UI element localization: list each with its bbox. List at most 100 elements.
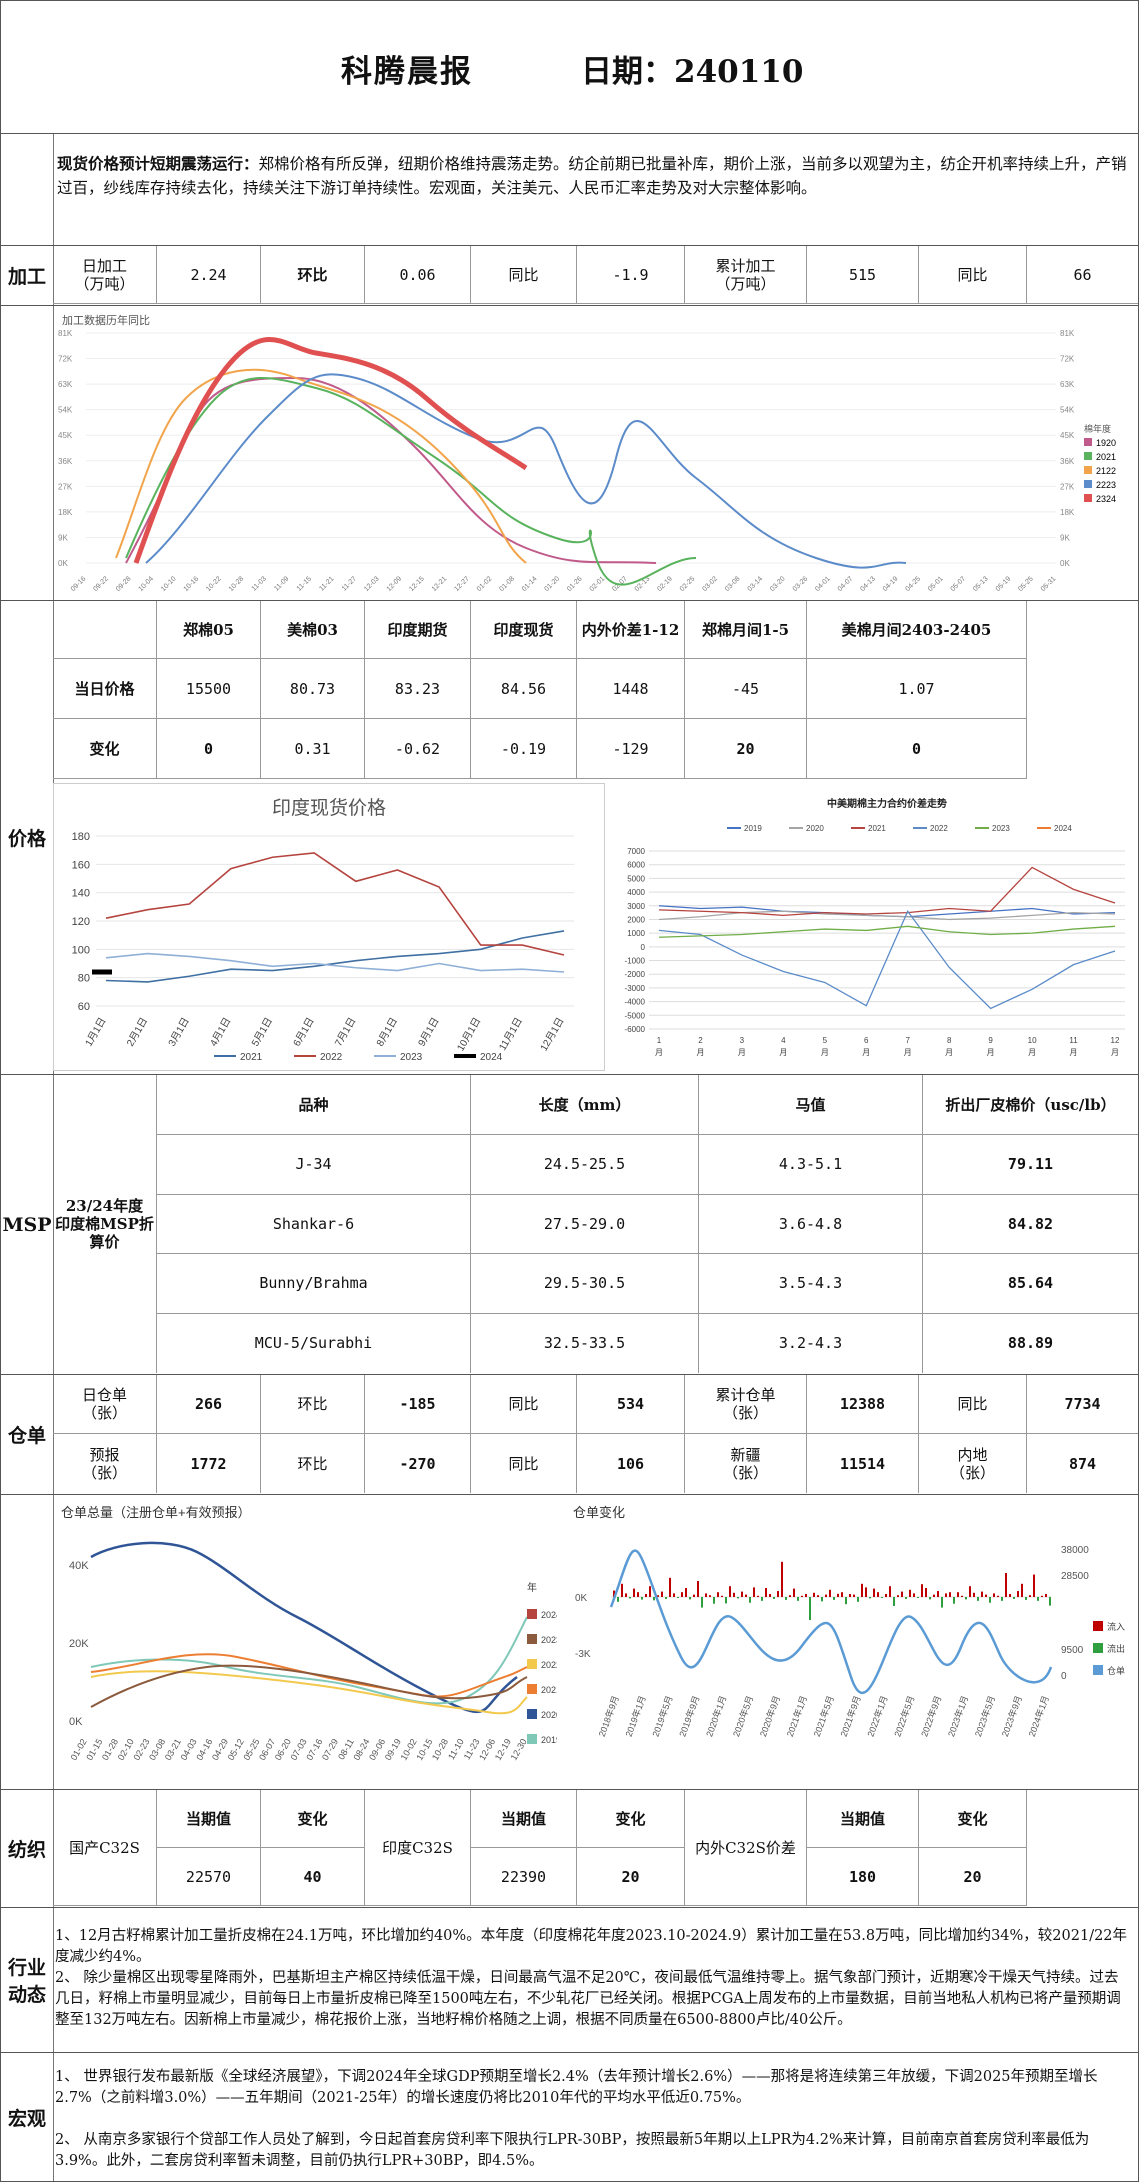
proc-xtick-10: 11-15 <box>296 575 313 592</box>
proc-xtick-34: 04-07 <box>837 575 855 593</box>
processing-chart-section: 加工数据历年同比 81K 81K 72K 72K 63K 63K 54K 54K 45K 45K 3… <box>0 305 1139 600</box>
wh-right-xtick-5: 2020年5月 <box>730 1694 755 1738</box>
wh-left-legend-title: 年 <box>527 1581 537 1594</box>
wh-r2-c1: 1772 <box>157 1434 261 1493</box>
proc-ytick-r-1: 72K <box>1060 355 1075 364</box>
svg-text:2122: 2122 <box>1096 466 1116 476</box>
wh-r1-c6: 累计仓单 （张） <box>685 1375 807 1434</box>
proc-ytick-l-2: 63K <box>58 380 73 389</box>
c2-ytick-13: -6000 <box>625 1025 646 1034</box>
price-r2-3: -0.19 <box>471 719 577 779</box>
c2-xtick-6: 7 <box>906 1036 911 1045</box>
wh-r2-c4: 同比 <box>471 1434 577 1493</box>
hb-value: 0.06 <box>365 246 471 304</box>
price-h5: 郑棉月间1-5 <box>685 601 807 659</box>
proc-xtick-21: 01-20 <box>544 575 562 593</box>
yarn-g3-h1: 当期值 <box>807 1790 919 1848</box>
proc-xtick-1: 09-22 <box>92 575 110 593</box>
tb2-label: 同比 <box>919 246 1027 304</box>
msp-r1-c2: 3.6-4.8 <box>699 1194 923 1254</box>
proc-xtick-35: 04-13 <box>859 575 877 593</box>
proc-line-2021 <box>125 377 697 586</box>
c2-xtick-unit-6: 月 <box>904 1048 912 1057</box>
msp-h3: 折出厂皮棉价（usc/lb） <box>923 1075 1138 1135</box>
c2-xtick-unit-7: 月 <box>945 1048 953 1057</box>
proc-ytick-r-5: 36K <box>1060 457 1075 466</box>
c2-xtick-9: 10 <box>1028 1036 1037 1045</box>
c2-xtick-4: 5 <box>823 1036 828 1045</box>
c2-xtick-0: 1 <box>657 1036 662 1045</box>
msp-r0-c0: J-34 <box>157 1135 471 1195</box>
tb-value: -1.9 <box>577 246 685 304</box>
proc-legend: 1920 2021 2122 2223 2324 <box>1084 438 1116 504</box>
c2-xtick-10: 11 <box>1069 1036 1078 1045</box>
wh-left-legend: 年 2024 2023 2022 2021 2020 2019 <box>527 1581 557 1745</box>
proc-xtick-11: 11-21 <box>318 575 335 592</box>
wh-left-legend-2021: 2021 <box>541 1685 557 1695</box>
wh-right-legend-流入: 流入 <box>1107 1621 1125 1632</box>
processing-chart: 加工数据历年同比 81K 81K 72K 72K 63K 63K 54K 54K 45K 45K 3… <box>58 313 1116 593</box>
proc-ytick-l-9: 0K <box>58 559 68 568</box>
wh-right-ly-0: 0K <box>575 1593 588 1604</box>
wh-left-legend-2024: 2024 <box>541 1610 557 1620</box>
c2-xtick-2: 3 <box>740 1036 745 1045</box>
yarn-g2-h2: 变化 <box>577 1790 685 1848</box>
price-h6: 美棉月间2403-2405 <box>807 601 1027 659</box>
wh-right-xtick-8: 2021年5月 <box>811 1694 836 1738</box>
price-h4: 内外价差1-12 <box>577 601 685 659</box>
price-h3: 印度现货 <box>471 601 577 659</box>
svg-text:2021: 2021 <box>1096 452 1116 462</box>
proc-xtick-33: 04-01 <box>814 575 832 593</box>
proc-ytick-r-2: 63K <box>1060 380 1075 389</box>
wh-right-title: 仓单变化 <box>573 1505 625 1520</box>
wh-right-xtick-10: 2022年1月 <box>865 1694 890 1738</box>
wh-left-legend-swatch-2020 <box>527 1709 537 1719</box>
wh-line-2020 <box>90 1541 518 1713</box>
proc-xtick-39: 05-07 <box>950 575 968 593</box>
proc-xtick-37: 04-25 <box>904 575 922 593</box>
industry-p2: 2、 除少量棉区出现零星降雨外，巴基斯坦主产棉区持续低温干燥，日间最高气温不足2… <box>55 1970 1121 2028</box>
proc-ytick-l-1: 72K <box>58 355 73 364</box>
summary-left <box>1 134 54 245</box>
wh-r2-c3: -270 <box>365 1434 471 1493</box>
msp-r0-c3: 79.11 <box>923 1135 1138 1195</box>
msp-r1-c1: 27.5-29.0 <box>471 1194 699 1254</box>
msp-label: MSP <box>1 1075 54 1374</box>
msp-r2-c3: 85.64 <box>923 1254 1138 1314</box>
c2-legend-2019: 2019 <box>744 824 762 833</box>
proc-xtick-12: 11-27 <box>341 575 358 592</box>
c2-xtick-unit-10: 月 <box>1070 1048 1078 1057</box>
proc-xtick-26: 02-19 <box>656 575 674 593</box>
wh-r1-c1: 266 <box>157 1375 261 1434</box>
proc-line-2324 <box>133 337 528 564</box>
proc-line-1920 <box>125 376 657 564</box>
proc-ytick-l-0: 81K <box>58 329 73 338</box>
wh-r2-c8: 内地 （张） <box>919 1434 1027 1493</box>
proc-ytick-l-6: 27K <box>58 482 73 491</box>
price-row1-label: 当日价格 <box>53 659 157 719</box>
wh-right-legend-仓单: 仓单 <box>1107 1665 1125 1676</box>
wh-line-2021 <box>90 1653 528 1698</box>
wh-left-legend-swatch-2024 <box>527 1609 537 1619</box>
c1-legend-2021: 2021 <box>240 1052 263 1063</box>
c2-xtick-unit-3: 月 <box>779 1048 787 1057</box>
c2-xtick-5: 6 <box>864 1036 869 1045</box>
c2-legend-2024: 2024 <box>1054 824 1072 833</box>
processing-label: 加工 <box>1 246 54 305</box>
c2-ytick-12: -5000 <box>625 1011 646 1020</box>
c1-ytick-0: 180 <box>72 831 90 843</box>
price-r2-5: 20 <box>685 719 807 779</box>
wh-r2-c2: 环比 <box>261 1434 365 1493</box>
yarn-section: 纺织 国产C32S 当期值 变化 22570 40 印度C32S 当期值 变化 … <box>0 1789 1139 1907</box>
daily-value: 2.24 <box>157 246 261 304</box>
industry-p1: 1、12月古籽棉累计加工量折皮棉在24.1万吨，环比增加约40%。本年度（印度棉… <box>55 1928 1128 1965</box>
warehouse-chart-left <box>1 1495 54 1789</box>
proc-xtick-4: 10-10 <box>160 575 178 593</box>
wh-right-xtick-9: 2021年9月 <box>838 1694 863 1738</box>
wh-left-ytick-1: 20K <box>69 1638 89 1650</box>
c2-ytick-2: 5000 <box>627 874 645 883</box>
c2-xtick-8: 9 <box>988 1036 993 1045</box>
c1-xtick-6: 7月1日 <box>332 1016 358 1049</box>
wh-right-xtick-12: 2022年9月 <box>918 1694 943 1738</box>
